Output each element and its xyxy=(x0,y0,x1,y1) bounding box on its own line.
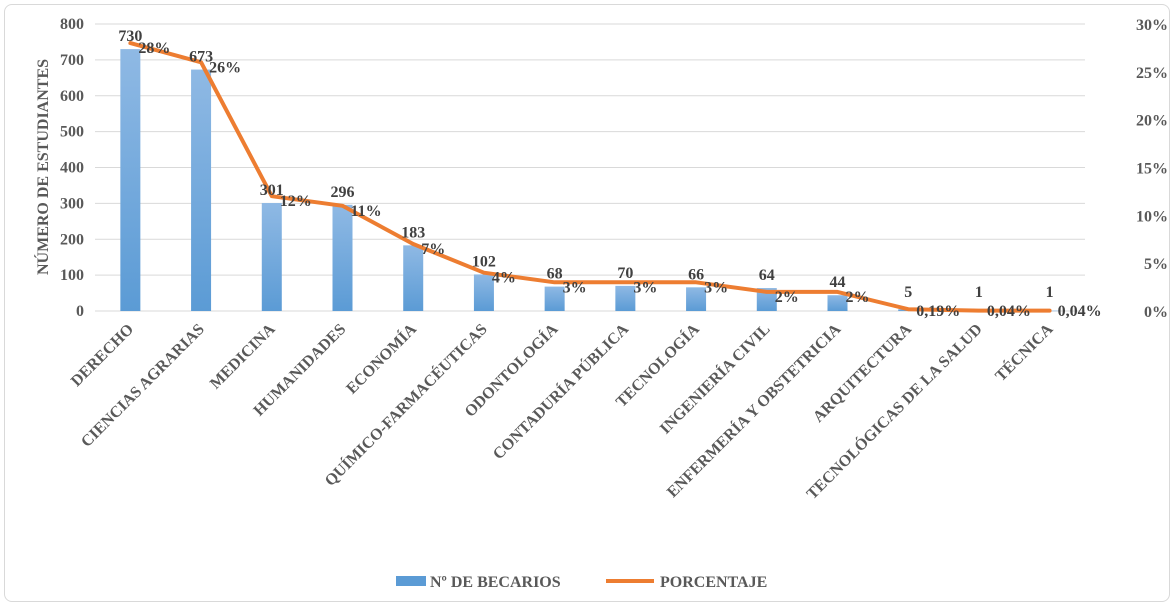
bar xyxy=(544,286,565,311)
category-label: CIENCIAS AGRARIAS xyxy=(78,321,208,451)
bar-value-label: 44 xyxy=(830,274,846,291)
y2-tick-label: 30% xyxy=(1136,17,1168,34)
bar xyxy=(261,203,282,311)
bar-value-label: 296 xyxy=(331,184,355,201)
category-label: MEDICINA xyxy=(207,320,279,392)
bar-value-label: 68 xyxy=(547,266,563,283)
bar xyxy=(403,245,424,311)
legend-label-bars: Nº DE BECARIOS xyxy=(430,574,561,591)
category-label: ECONOMÍA xyxy=(342,319,420,397)
legend-swatch-bars xyxy=(396,576,426,586)
bar-value-label: 1 xyxy=(1046,284,1054,301)
y-tick-label: 300 xyxy=(60,195,84,212)
y-tick-label: 400 xyxy=(60,160,84,177)
axes: 0 100 200 300 400 500 600 700 800 0% 5% 10% 15% 20% 25… xyxy=(60,16,1168,503)
percent-value-label: 0,04% xyxy=(987,303,1031,320)
y2-tick-label: 0% xyxy=(1144,304,1168,321)
bar-value-label: 183 xyxy=(401,224,425,241)
y2-tick-label: 5% xyxy=(1144,256,1168,273)
percent-value-label: 4% xyxy=(492,270,516,287)
y-tick-label: 200 xyxy=(60,231,84,248)
percent-value-label: 11% xyxy=(351,203,382,220)
line-series xyxy=(128,41,1052,313)
y-tick-label: 700 xyxy=(60,52,84,69)
category-label: DERECHO xyxy=(68,321,137,390)
legend-label-line: PORCENTAJE xyxy=(660,574,767,591)
bar xyxy=(191,69,212,311)
bar-value-label: 70 xyxy=(617,265,633,282)
bar-value-label: 102 xyxy=(472,253,496,270)
y2-tick-label: 25% xyxy=(1136,65,1168,82)
percent-value-label: 3% xyxy=(563,279,587,296)
bar xyxy=(332,204,353,311)
bar xyxy=(686,287,707,311)
y-tick-label: 500 xyxy=(60,124,84,141)
legend: Nº DE BECARIOS PORCENTAJE xyxy=(396,574,767,591)
percent-value-label: 0,19% xyxy=(916,303,960,320)
percent-value-label: 26% xyxy=(209,59,241,76)
bar-value-label: 1 xyxy=(975,284,983,301)
percent-value-label: 3% xyxy=(704,279,728,296)
percent-value-label: 28% xyxy=(138,40,170,57)
bar xyxy=(827,295,848,311)
category-label: TÉCNICA xyxy=(991,319,1057,385)
percent-value-label: 2% xyxy=(846,289,870,306)
percent-value-label: 2% xyxy=(775,289,799,306)
percent-value-label: 3% xyxy=(633,279,657,296)
bar-value-label: 5 xyxy=(904,284,912,301)
bar xyxy=(120,49,141,312)
percent-value-label: 7% xyxy=(421,241,445,258)
category-label: CONTADURÍA PÚBLICA xyxy=(489,319,633,463)
y-tick-label: 0 xyxy=(76,303,84,320)
bar-series xyxy=(120,49,1060,312)
y-axis-title: NÚMERO DE ESTUDIANTES xyxy=(33,59,52,275)
bar xyxy=(615,285,636,311)
bar-value-label: 301 xyxy=(260,182,284,199)
gridlines xyxy=(95,23,1085,312)
percent-value-label: 0,04% xyxy=(1058,303,1102,320)
bar-value-label: 730 xyxy=(118,28,142,45)
y2-tick-label: 10% xyxy=(1136,208,1168,225)
y-tick-label: 800 xyxy=(60,16,84,33)
data-labels: 730 673 301 296 183 102 68 70 66 64 44 5 1 1 28% 26% 12%… xyxy=(118,28,1101,320)
y2-tick-label: 15% xyxy=(1136,161,1168,178)
bar-value-label: 64 xyxy=(759,267,775,284)
bar-value-label: 66 xyxy=(688,266,704,283)
y-tick-label: 600 xyxy=(60,88,84,105)
bar xyxy=(473,274,494,311)
line-path xyxy=(128,41,1052,313)
bar-value-label: 673 xyxy=(189,49,213,66)
y2-tick-label: 20% xyxy=(1136,113,1168,130)
percent-value-label: 12% xyxy=(280,193,312,210)
y-tick-label: 100 xyxy=(60,267,84,284)
